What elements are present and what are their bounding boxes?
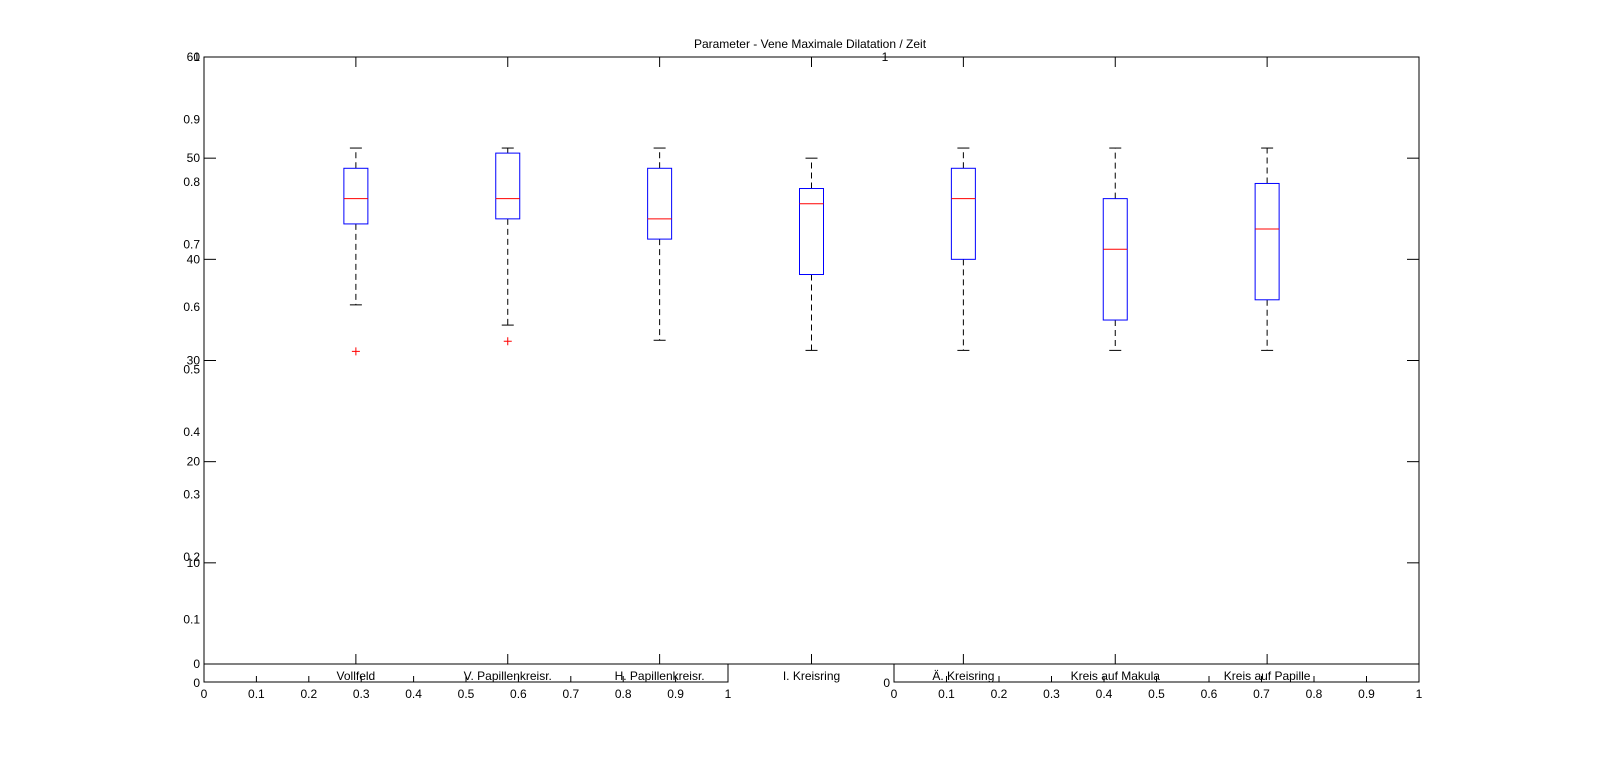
bottom-right-tick-label: 0.8 bbox=[1306, 687, 1323, 701]
bottom-overlay-axes: 0 0 0 0.1 0.2 0.3 0.4 0.5 0.6 0.7 0.8 0.9 1 0 0.1 0.2… bbox=[193, 663, 1423, 701]
box-iqr bbox=[799, 188, 824, 276]
bottom-left-tick-label: 0.4 bbox=[405, 687, 422, 701]
bottom-left-tick-label: 1 bbox=[725, 687, 732, 701]
box-iqr bbox=[1254, 182, 1280, 301]
bottom-left-tick-label: 0.5 bbox=[458, 687, 475, 701]
outlier-marker bbox=[351, 347, 360, 356]
bottom-right-tick-label: 0.4 bbox=[1096, 687, 1113, 701]
left-overlay-tick-label: 0.3 bbox=[183, 488, 200, 502]
box-iqr bbox=[647, 167, 673, 240]
bottom-right-tick-label: 0.7 bbox=[1253, 687, 1270, 701]
bottom-right-tick-label: 0.6 bbox=[1201, 687, 1218, 701]
boxes bbox=[343, 147, 1280, 356]
bottom-left-tick-label: 0.2 bbox=[300, 687, 317, 701]
x-category-label: V. Papillenkreisr. bbox=[464, 669, 552, 683]
x-category-label: Ä. Kreisring bbox=[932, 669, 994, 683]
y-tick-label: 60 bbox=[187, 50, 201, 64]
bottom-left-tick-label: 0.7 bbox=[562, 687, 579, 701]
bottom-left-tick-label: 0.6 bbox=[510, 687, 527, 701]
x-axis-categories: Vollfeld V. Papillenkreisr. H. Papillenkre… bbox=[337, 57, 1311, 683]
y-tick-label: 0 bbox=[193, 657, 200, 671]
left-overlay-tick-label: 0.1 bbox=[183, 613, 200, 627]
bottom-left-tick-label: 0 bbox=[201, 687, 208, 701]
box-iqr bbox=[950, 167, 976, 260]
left-overlay-tick-label: 1 bbox=[193, 50, 200, 64]
left-overlay-tick-label: 0.6 bbox=[183, 300, 200, 314]
y-tick-label: 20 bbox=[187, 455, 201, 469]
x-category-label: Vollfeld bbox=[337, 669, 376, 683]
box-iqr bbox=[495, 152, 521, 220]
bottom-left-tick-label: 0.1 bbox=[248, 687, 265, 701]
y-tick-label: 30 bbox=[187, 354, 201, 368]
left-overlay-tick-label: 0.4 bbox=[183, 425, 200, 439]
outlier-marker bbox=[503, 337, 512, 346]
bottom-right-tick-label: 0.1 bbox=[938, 687, 955, 701]
chart-title: Parameter - Vene Maximale Dilatation / Z… bbox=[694, 37, 927, 51]
bottom-right-tick-label: 1 bbox=[1416, 687, 1423, 701]
y-tick-label: 40 bbox=[187, 252, 201, 266]
left-overlay-zero-label: 0 bbox=[193, 676, 200, 690]
left-overlay-tick-label: 0.9 bbox=[183, 113, 200, 127]
bottom-right-tick-label: 0.3 bbox=[1043, 687, 1060, 701]
y-tick-label: 10 bbox=[187, 556, 201, 570]
box-iqr bbox=[343, 167, 369, 225]
bottom-right-tick-label: 0.2 bbox=[991, 687, 1008, 701]
x-category-label: Kreis auf Makula bbox=[1071, 669, 1161, 683]
y-tick-label: 50 bbox=[187, 151, 201, 165]
bottom-left-tick-label: 0.9 bbox=[667, 687, 684, 701]
x-category-label: I. Kreisring bbox=[783, 669, 840, 683]
bottom-right-tick-label: 0 bbox=[891, 687, 898, 701]
bottom-right-tick-label: 0.9 bbox=[1358, 687, 1375, 701]
main-plot-frame bbox=[203, 56, 1420, 665]
left-overlay-tick-label: 0.8 bbox=[183, 175, 200, 189]
y-axis: 0 10 20 30 40 50 60 bbox=[187, 50, 1419, 671]
x-category-label: H. Papillenkreisr. bbox=[615, 669, 705, 683]
bottom-right-tick-label: 0.5 bbox=[1148, 687, 1165, 701]
bottom-left-tick-label: 0.3 bbox=[353, 687, 370, 701]
x-category-label: Kreis auf Papille bbox=[1224, 669, 1311, 683]
left-overlay-tick-label: 0.7 bbox=[183, 238, 200, 252]
left-overlay-tick-label: 0.2 bbox=[183, 550, 200, 564]
bottom-left-tick-label: 0.8 bbox=[615, 687, 632, 701]
box-iqr bbox=[1102, 198, 1128, 321]
bottom-right-overlay-zero-label: 0 bbox=[883, 676, 890, 690]
left-overlay-axis: 0.1 0.2 0.3 0.4 0.5 0.6 0.7 0.8 0.9 1 bbox=[183, 50, 200, 627]
left-overlay-tick-label: 0.5 bbox=[183, 363, 200, 377]
